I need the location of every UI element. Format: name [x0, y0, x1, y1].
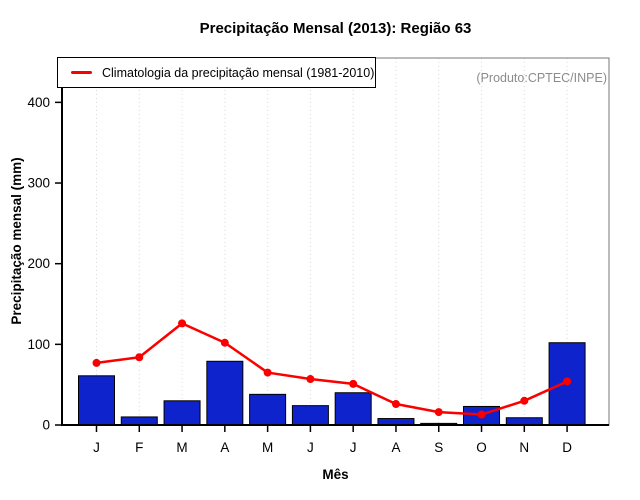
y-tick-label: 400	[27, 95, 50, 110]
y-tick-label: 300	[27, 176, 50, 191]
climatology-point	[563, 377, 572, 386]
x-tick-label: A	[391, 440, 400, 455]
x-tick-label: M	[176, 440, 187, 455]
chart-title: Precipitação Mensal (2013): Região 63	[199, 20, 472, 37]
climatology-point	[434, 408, 443, 417]
x-tick-label: J	[350, 440, 357, 455]
legend-label: Climatologia da precipitação mensal (198…	[102, 65, 375, 80]
x-tick-label: S	[434, 440, 443, 455]
x-tick-label: F	[135, 440, 143, 455]
bar-A4	[206, 360, 244, 426]
x-tick-label: M	[262, 440, 273, 455]
climatology-point	[178, 319, 187, 328]
bar-F2	[120, 416, 158, 426]
bar-J1	[78, 375, 115, 426]
climatology-point	[477, 410, 486, 419]
legend: Climatologia da precipitação mensal (198…	[57, 57, 376, 88]
bar-M5	[249, 393, 287, 426]
climatology-line	[95, 322, 569, 416]
climatology-point	[135, 353, 144, 362]
y-tick-label: 100	[27, 337, 50, 352]
climatology-point	[306, 375, 315, 384]
legend-line-swatch	[71, 71, 92, 74]
x-tick-label: O	[476, 440, 487, 455]
plot-frame	[61, 57, 610, 426]
climatology-point	[349, 379, 358, 388]
y-tick-label: 0	[42, 418, 50, 433]
x-axis-label: Mês	[322, 467, 349, 482]
climatology-point	[520, 396, 529, 405]
y-tick-label: 200	[27, 256, 50, 271]
climatology-point	[220, 338, 229, 347]
y-axis-label: Precipitação mensal (mm)	[9, 157, 24, 325]
climatology-point	[391, 400, 400, 409]
source-annotation: (Produto:CPTEC/INPE)	[476, 71, 607, 85]
climatology-point	[263, 368, 272, 377]
x-tick-label: J	[307, 440, 314, 455]
x-tick-label: D	[562, 440, 572, 455]
x-tick-label: A	[220, 440, 229, 455]
bar-J6	[291, 405, 329, 426]
x-tick-label: J	[93, 440, 100, 455]
bar-M3	[163, 400, 201, 426]
bar-J7	[334, 392, 372, 426]
x-tick-label: N	[519, 440, 529, 455]
climatology-point	[92, 358, 101, 367]
bar-N11	[505, 417, 543, 426]
